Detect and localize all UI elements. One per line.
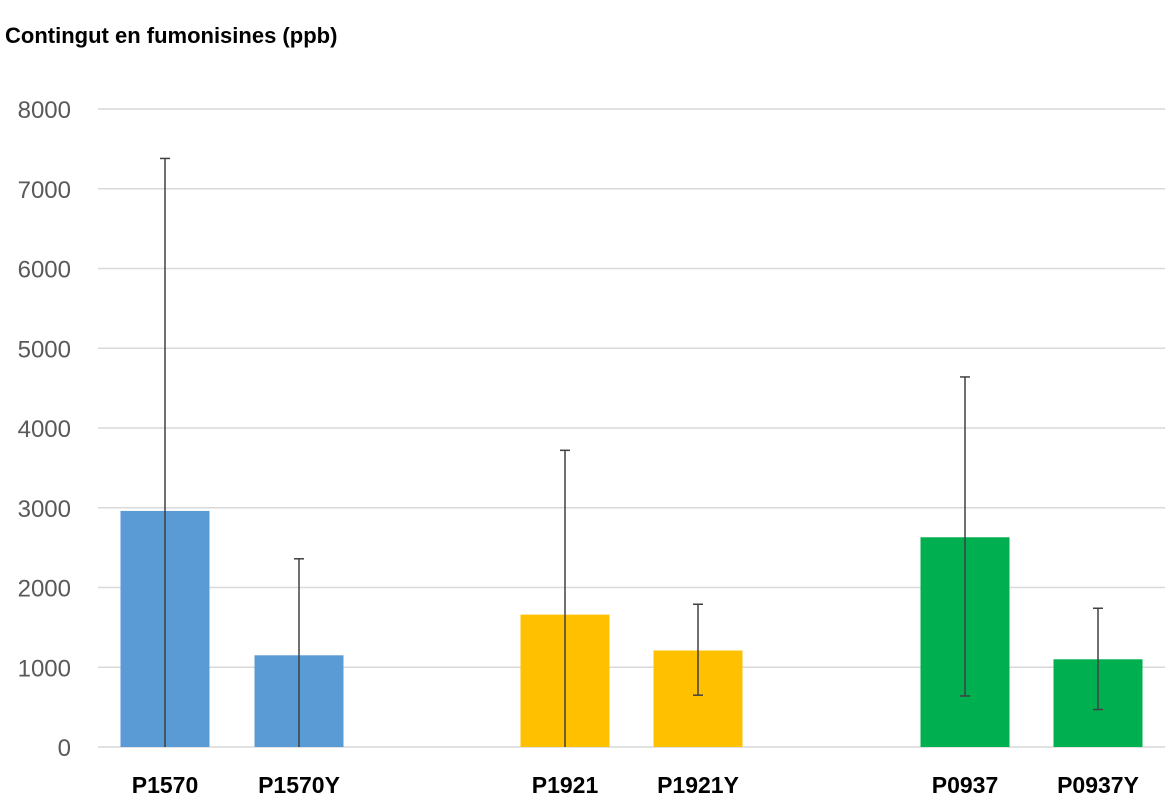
y-tick-label: 1000 [18,655,71,682]
error-bar-p0937 [960,376,970,697]
x-axis-ticks: P1570 P1570Y P1921 P1921Y P0937 P0937Y [132,772,1139,798]
y-tick-label: 6000 [18,257,71,284]
x-tick-label: P1570Y [258,772,340,798]
y-axis-ticks: 0 1000 2000 3000 4000 5000 6000 7000 8000 [18,97,71,762]
error-bar-p0937y [1093,607,1103,711]
y-tick-label: 8000 [18,97,71,124]
error-bar-p1921y [693,603,703,696]
x-tick-label: P0937 [932,772,999,798]
y-tick-label: 7000 [18,177,71,204]
bars [120,510,1143,747]
x-tick-label: P1921Y [657,772,739,798]
error-bar-p1570y [294,558,304,747]
y-tick-label: 2000 [18,576,71,603]
x-tick-label: P0937Y [1057,772,1139,798]
y-tick-label: 3000 [18,496,71,523]
error-bar-p1921 [560,449,570,747]
error-bars [160,157,1103,747]
error-bar-p1570 [160,157,170,747]
y-tick-label: 0 [58,735,71,762]
x-tick-label: P1570 [132,772,199,798]
y-tick-label: 4000 [18,416,71,443]
y-tick-label: 5000 [18,336,71,363]
x-tick-label: P1921 [532,772,599,798]
chart-title: Contingut en fumonisines (ppb) [5,23,337,48]
